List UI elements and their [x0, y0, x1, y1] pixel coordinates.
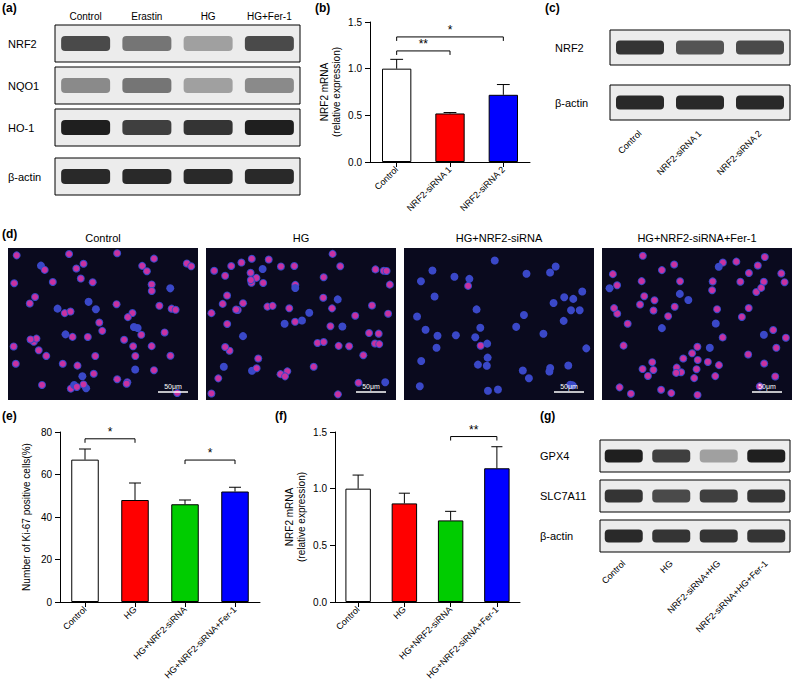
svg-text:(g): (g) — [540, 409, 555, 423]
svg-text:1.5: 1.5 — [348, 17, 362, 28]
svg-text:Control: Control — [61, 604, 89, 632]
svg-text:0.5: 0.5 — [313, 540, 327, 551]
svg-text:Control: Control — [373, 164, 401, 192]
svg-text:**: ** — [469, 423, 479, 437]
svg-text:NRF2-siRNA 1: NRF2-siRNA 1 — [655, 128, 704, 177]
svg-text:NRF2-siRNA 2: NRF2-siRNA 2 — [715, 128, 764, 177]
svg-text:NRF2: NRF2 — [555, 42, 584, 54]
svg-text:Control: Control — [70, 11, 102, 22]
svg-text:1.5: 1.5 — [313, 427, 327, 438]
svg-text:(a): (a) — [2, 1, 17, 15]
svg-text:*: * — [448, 23, 453, 37]
svg-text:0: 0 — [46, 597, 52, 608]
svg-text:1.0: 1.0 — [313, 483, 327, 494]
svg-text:Control: Control — [85, 232, 120, 244]
svg-text:HO-1: HO-1 — [8, 122, 34, 134]
svg-text:NRF2: NRF2 — [8, 38, 37, 50]
svg-text:HG: HG — [658, 558, 675, 575]
svg-text:50μm: 50μm — [560, 383, 578, 391]
svg-text:HG+NRF2-siRNA: HG+NRF2-siRNA — [456, 232, 543, 244]
svg-text:SLC7A11: SLC7A11 — [540, 490, 586, 502]
svg-text:HG: HG — [293, 232, 310, 244]
svg-text:β-actin: β-actin — [540, 530, 573, 542]
svg-text:(d): (d) — [2, 227, 17, 241]
svg-text:0.0: 0.0 — [313, 597, 327, 608]
svg-text:NQO1: NQO1 — [8, 80, 39, 92]
svg-text:50μm: 50μm — [362, 383, 380, 391]
svg-text:1.0: 1.0 — [348, 63, 362, 74]
svg-text:NRF2-siRNA 1: NRF2-siRNA 1 — [405, 164, 454, 213]
svg-text:HG+NRF2-siRNA+Fer-1: HG+NRF2-siRNA+Fer-1 — [424, 604, 500, 680]
svg-text:HG+NRF2-siRNA+Fer-1: HG+NRF2-siRNA+Fer-1 — [163, 604, 239, 680]
svg-text:50μm: 50μm — [164, 383, 182, 391]
svg-text:0.0: 0.0 — [348, 157, 362, 168]
svg-text:(c): (c) — [545, 1, 560, 15]
svg-text:Erastin: Erastin — [131, 11, 162, 22]
svg-text:β-actin: β-actin — [8, 171, 41, 183]
svg-text:NRF2-siRNA+HG+Fer-1: NRF2-siRNA+HG+Fer-1 — [694, 558, 770, 634]
svg-text:50μm: 50μm — [758, 383, 776, 391]
svg-text:HG: HG — [122, 604, 139, 621]
svg-text:(relative expression): (relative expression) — [296, 472, 307, 562]
svg-text:Number of Ki-67 positive cells: Number of Ki-67 positive cells(%) — [21, 443, 32, 591]
svg-text:(e): (e) — [2, 409, 17, 423]
svg-text:40: 40 — [41, 512, 53, 523]
svg-text:HG: HG — [391, 604, 408, 621]
svg-text:(f): (f) — [275, 409, 287, 423]
svg-text:NRF2-siRNA 2: NRF2-siRNA 2 — [458, 164, 507, 213]
svg-text:Control: Control — [334, 604, 362, 632]
svg-text:HG+Fer-1: HG+Fer-1 — [247, 11, 292, 22]
svg-text:HG+NRF2-siRNA+Fer-1: HG+NRF2-siRNA+Fer-1 — [637, 232, 756, 244]
svg-text:(relative expression): (relative expression) — [331, 47, 342, 137]
svg-text:Control: Control — [616, 128, 644, 156]
svg-text:NRF2 mRNA: NRF2 mRNA — [284, 488, 295, 547]
svg-text:GPX4: GPX4 — [540, 450, 569, 462]
svg-text:20: 20 — [41, 554, 53, 565]
svg-text:NRF2 mRNA: NRF2 mRNA — [319, 63, 330, 122]
svg-text:0.5: 0.5 — [348, 110, 362, 121]
svg-text:(b): (b) — [315, 1, 330, 15]
svg-text:β-actin: β-actin — [555, 97, 588, 109]
svg-text:HG+NRF2-siRNA: HG+NRF2-siRNA — [132, 604, 189, 661]
svg-text:*: * — [208, 446, 213, 460]
svg-text:Control: Control — [600, 558, 628, 586]
svg-text:HG: HG — [201, 11, 216, 22]
svg-text:*: * — [108, 425, 113, 439]
svg-text:80: 80 — [41, 427, 53, 438]
svg-text:60: 60 — [41, 469, 53, 480]
svg-text:**: ** — [419, 37, 429, 51]
